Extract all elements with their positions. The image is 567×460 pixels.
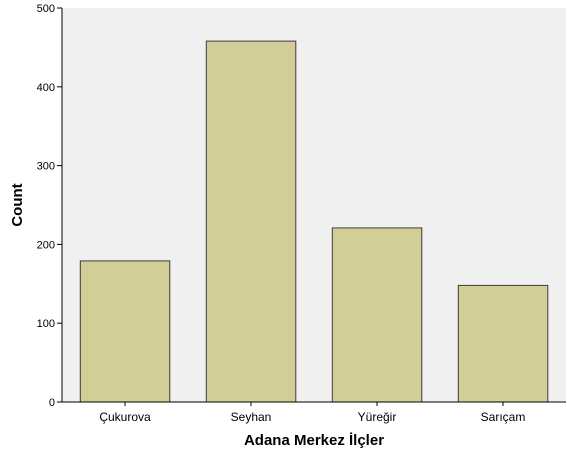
bar-3 <box>458 285 548 402</box>
y-tick-label: 0 <box>49 397 55 409</box>
y-tick-label: 200 <box>37 239 55 251</box>
y-axis-title: Count <box>9 183 26 226</box>
bar-0 <box>80 261 170 402</box>
bar-1 <box>206 41 295 402</box>
x-tick-label: Sarıçam <box>481 410 526 424</box>
x-tick-label: Yüreğir <box>358 410 397 424</box>
bar-2 <box>332 228 422 402</box>
y-tick-label: 400 <box>37 82 55 94</box>
y-tick-label: 300 <box>37 161 55 173</box>
x-tick-label: Çukurova <box>99 410 151 424</box>
x-axis-title: Adana Merkez İlçler <box>244 432 384 449</box>
y-tick-label: 500 <box>37 3 55 15</box>
y-tick-label: 100 <box>37 318 55 330</box>
x-tick-label: Seyhan <box>231 410 272 424</box>
